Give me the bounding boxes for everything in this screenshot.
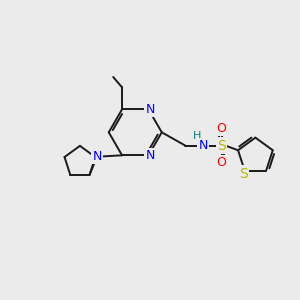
Text: H: H — [193, 131, 201, 141]
Text: N: N — [198, 139, 208, 152]
Text: N: N — [145, 149, 155, 162]
Text: N: N — [145, 103, 155, 116]
Text: O: O — [217, 157, 226, 169]
Text: S: S — [217, 139, 226, 153]
Text: O: O — [217, 122, 226, 135]
Text: N: N — [92, 150, 102, 163]
Text: S: S — [239, 167, 248, 181]
